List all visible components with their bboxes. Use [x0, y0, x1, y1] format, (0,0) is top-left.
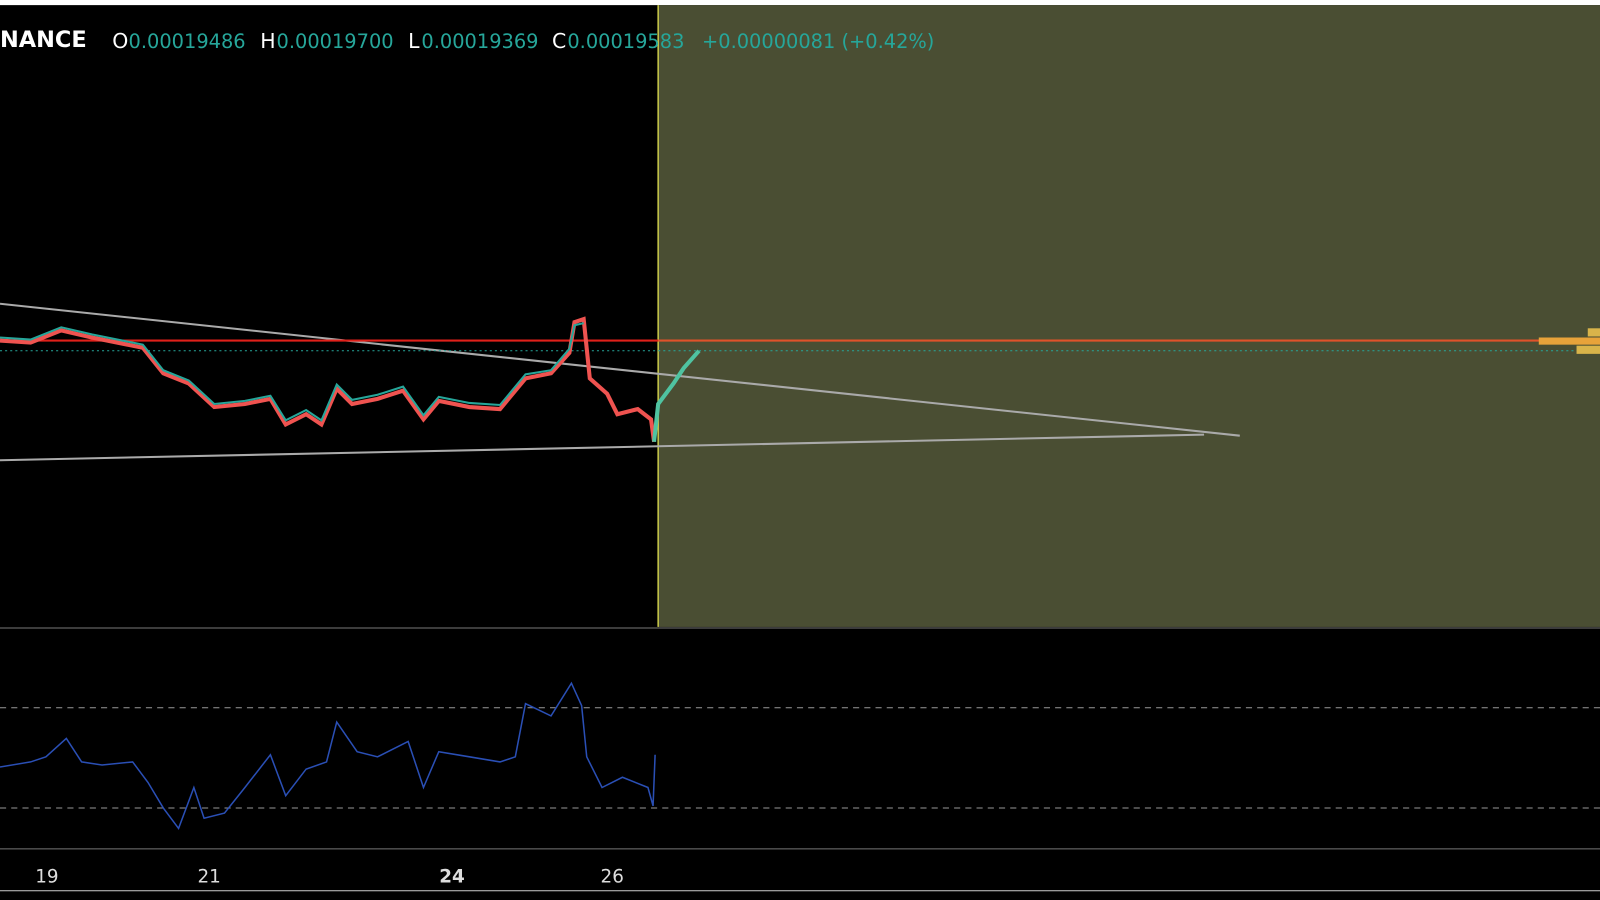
upper-trendline	[0, 302, 1240, 437]
rsi-line	[0, 681, 656, 830]
x-tick-label: 21	[198, 867, 221, 888]
price-marker	[1576, 345, 1600, 354]
lower-trendline	[0, 433, 1205, 462]
ohlc-label: O	[112, 29, 128, 53]
price-candles	[0, 316, 657, 443]
highlight-region	[658, 5, 1600, 627]
x-tick-label: 24	[439, 867, 465, 888]
x-tick-label: 19	[35, 867, 58, 888]
price-candles	[652, 349, 701, 443]
ohlc-label: H	[260, 29, 275, 53]
ohlc-label: L	[408, 29, 420, 53]
top-border	[0, 0, 1600, 6]
price-candles	[0, 322, 584, 422]
change: +0.00000081 (+0.42%)	[702, 30, 934, 53]
ohlc-value: 0.00019486	[129, 30, 246, 53]
price-marker	[1538, 337, 1600, 345]
ohlc-label: C	[552, 29, 566, 53]
ohlc-value: 0.00019369	[421, 30, 538, 53]
ohlc-value: 0.00019583	[567, 30, 684, 53]
price-marker	[1587, 328, 1600, 337]
ohlc-value: 0.00019700	[277, 30, 394, 53]
symbol: NANCE	[0, 27, 87, 53]
x-tick-label: 26	[601, 867, 624, 888]
